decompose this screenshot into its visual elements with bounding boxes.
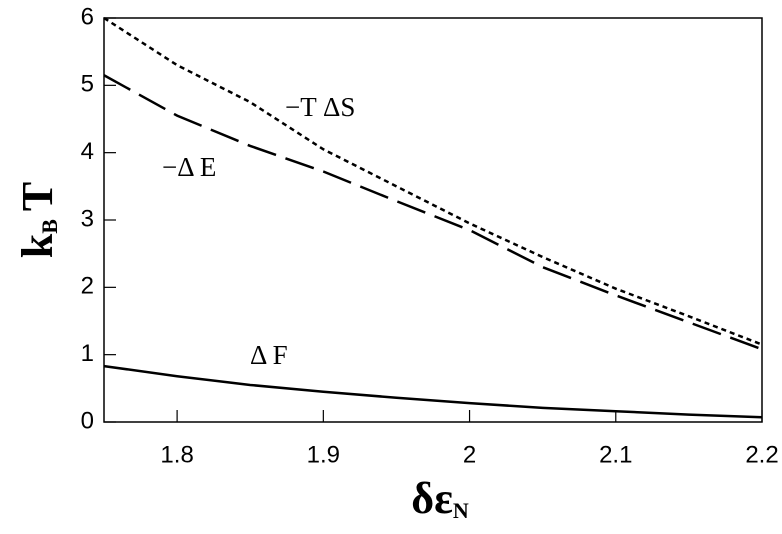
y-tick-label: 0 — [81, 407, 94, 434]
series-label: −Δ E — [162, 152, 216, 182]
series-line — [103, 364, 763, 419]
plot-frame — [103, 17, 763, 423]
y-tick-label: 6 — [81, 3, 94, 30]
x-tick-label: 2 — [463, 441, 476, 468]
series-line — [103, 74, 763, 351]
x-tick-label: 2.1 — [599, 441, 632, 468]
y-tick-label: 1 — [81, 340, 94, 367]
y-tick-label: 4 — [81, 138, 94, 165]
y-axis-label: kBT — [13, 182, 62, 259]
y-axis-label-main: k — [13, 233, 62, 258]
y-tick-label: 3 — [81, 205, 94, 232]
y-tick-label: 2 — [81, 273, 94, 300]
series-label: −T ΔS — [285, 92, 355, 122]
y-tick-label: 5 — [81, 71, 94, 98]
series-line — [103, 16, 763, 346]
x-tick-label: 1.9 — [307, 441, 340, 468]
x-tick-label: 2.2 — [745, 441, 778, 468]
x-axis-label-sub: N — [453, 498, 469, 523]
x-tick-label: 1.8 — [160, 441, 193, 468]
y-axis-label-sub: B — [37, 219, 62, 234]
y-axis-label-tail: T — [13, 182, 62, 211]
series-label: Δ F — [250, 340, 288, 370]
x-axis-label: δεN — [411, 474, 469, 523]
x-axis-label-main: δε — [411, 474, 453, 523]
